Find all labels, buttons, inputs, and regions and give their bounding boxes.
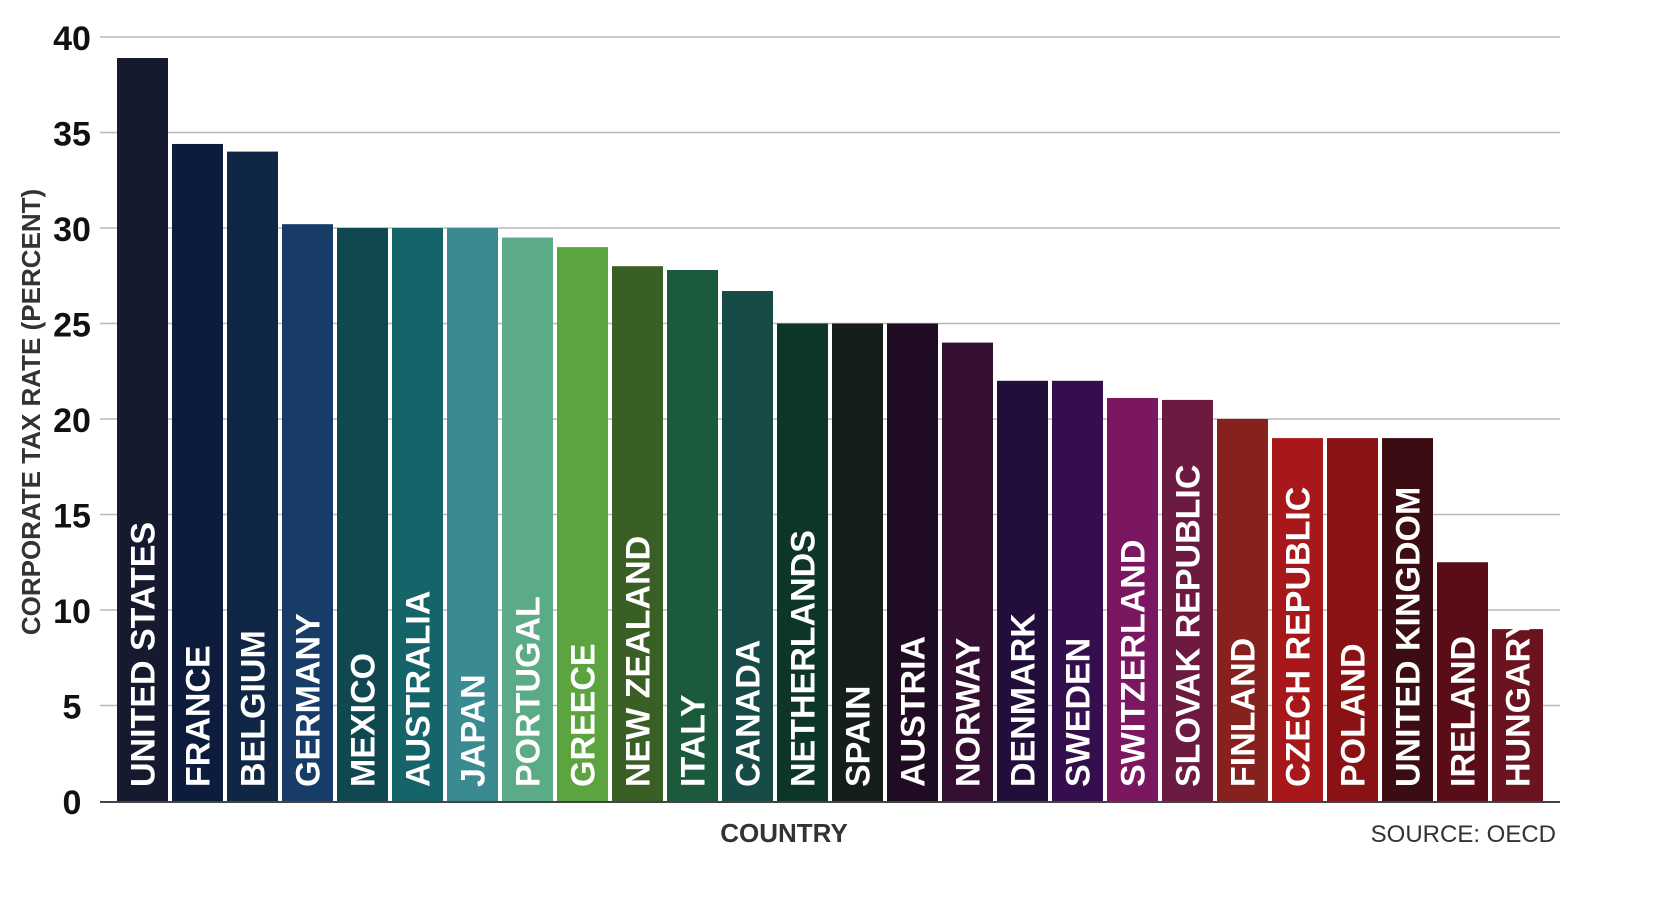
x-axis-label: COUNTRY (720, 818, 848, 848)
y-tick-label: 0 (63, 784, 82, 822)
bar (1162, 399, 1213, 801)
bar (117, 58, 168, 801)
bar-label: PORTUGAL (510, 596, 548, 787)
bar-label: BELGIUM (235, 630, 273, 787)
bar (1272, 438, 1323, 801)
bar (887, 323, 938, 801)
bar-label: MEXICO (345, 653, 383, 787)
bar-label: UNITED KINGDOM (1390, 487, 1428, 787)
bar-labels: UNITED STATES FRANCE BELGIUM GERMANY MEXICO A… (125, 465, 1538, 787)
bar-label: DENMARK (1005, 613, 1043, 787)
bar-label: IRELAND (1445, 636, 1483, 787)
bar-label: AUSTRIA (895, 636, 933, 787)
bar (832, 323, 883, 801)
y-tick-label: 30 (53, 211, 91, 249)
bar (337, 228, 388, 801)
y-tick-label: 25 (53, 307, 91, 345)
bar-label: CZECH REPUBLIC (1280, 487, 1318, 787)
source-note: SOURCE: OECD (1371, 821, 1556, 848)
bar (997, 380, 1048, 801)
bar-label: FRANCE (180, 645, 218, 787)
bar-label: CANADA (730, 640, 768, 787)
bar (1107, 397, 1158, 801)
bar (227, 151, 278, 802)
bar-label: AUSTRALIA (400, 591, 438, 787)
bar (172, 143, 223, 801)
bar-label: UNITED STATES (125, 522, 163, 787)
bars (117, 58, 1543, 802)
bar (667, 270, 718, 801)
y-axis-ticks: 0 5 10 15 20 25 30 35 40 (53, 20, 91, 822)
y-tick-label: 10 (53, 593, 91, 631)
bar (502, 237, 553, 802)
bar (557, 247, 608, 802)
bar (1382, 438, 1433, 801)
y-axis-label: CORPORATE TAX RATE (PERCENT) (16, 189, 46, 635)
bar (392, 228, 443, 801)
bar-label: GERMANY (290, 613, 328, 787)
bar-label: ITALY (675, 694, 713, 787)
y-tick-label: 5 (63, 689, 82, 727)
bar (282, 224, 333, 801)
bar (612, 266, 663, 801)
y-tick-label: 20 (53, 402, 91, 440)
bar-label: NETHERLANDS (785, 530, 823, 787)
bar (1052, 380, 1103, 801)
bar (447, 228, 498, 801)
bar-label: POLAND (1335, 643, 1373, 787)
bar-label: FINLAND (1225, 638, 1263, 787)
bar (942, 342, 993, 801)
bar (1327, 438, 1378, 801)
y-tick-label: 35 (53, 116, 91, 154)
bar (1437, 562, 1488, 801)
bar (1492, 629, 1543, 801)
bar-label: SWITZERLAND (1115, 540, 1153, 787)
y-tick-label: 40 (53, 20, 91, 58)
bar-label: NEW ZEALAND (620, 536, 658, 787)
bar (1217, 419, 1268, 801)
bar-label: SWEDEN (1060, 638, 1098, 787)
bar-label: GREECE (565, 643, 603, 787)
y-tick-label: 15 (53, 498, 91, 536)
bar-label: NORWAY (950, 637, 988, 787)
bar-label: JAPAN (455, 674, 493, 787)
bar-label: SLOVAK REPUBLIC (1170, 465, 1208, 787)
bar-label: HUNGARY (1500, 616, 1538, 787)
bar (722, 291, 773, 801)
bar-label: SPAIN (840, 686, 878, 787)
bar (777, 323, 828, 801)
